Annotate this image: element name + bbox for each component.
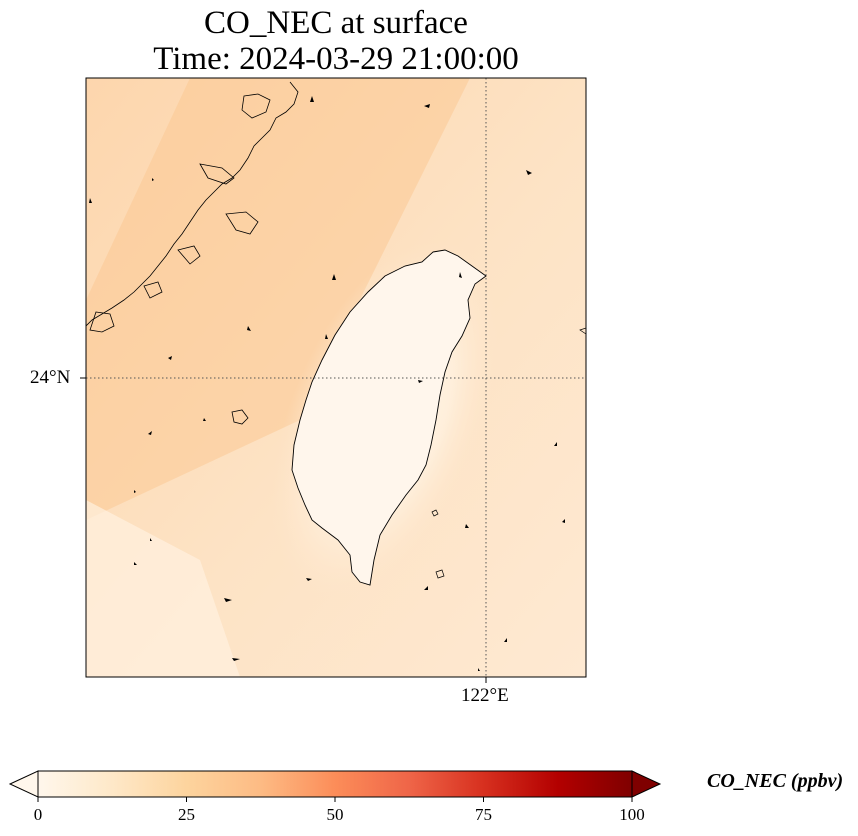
small-islands xyxy=(431,327,586,579)
colorbar-tick-50: 50 xyxy=(326,805,344,824)
low-concentration-band xyxy=(86,500,240,677)
colorbar-tick-marks xyxy=(37,797,633,802)
colorbar-tick-25: 25 xyxy=(178,805,195,824)
colorbar-tick-100: 100 xyxy=(619,805,645,824)
colorbar-label: CO_NEC (ppbv) xyxy=(707,770,844,792)
colorbar-min-extend xyxy=(8,770,39,798)
colorbar-max-extend xyxy=(631,770,662,798)
map-panel xyxy=(80,77,587,683)
china-coastline xyxy=(86,81,299,333)
penghu-islands xyxy=(231,409,249,425)
high-concentration-band xyxy=(86,78,470,520)
colorbar-tick-75: 75 xyxy=(475,805,492,824)
plot-title-line1: CO_NEC at surface xyxy=(204,5,468,41)
colorbar-body xyxy=(37,770,633,798)
plot-title-line2: Time: 2024-03-29 21:00:00 xyxy=(153,41,519,77)
colorbar-tick-0: 0 xyxy=(33,805,43,824)
wind-arrows xyxy=(89,96,565,671)
lon-tick-label: 122°E xyxy=(461,685,509,706)
lat-tick-label: 24°N xyxy=(30,367,71,388)
colorbar xyxy=(8,770,662,802)
taiwan-coastline xyxy=(291,249,487,586)
